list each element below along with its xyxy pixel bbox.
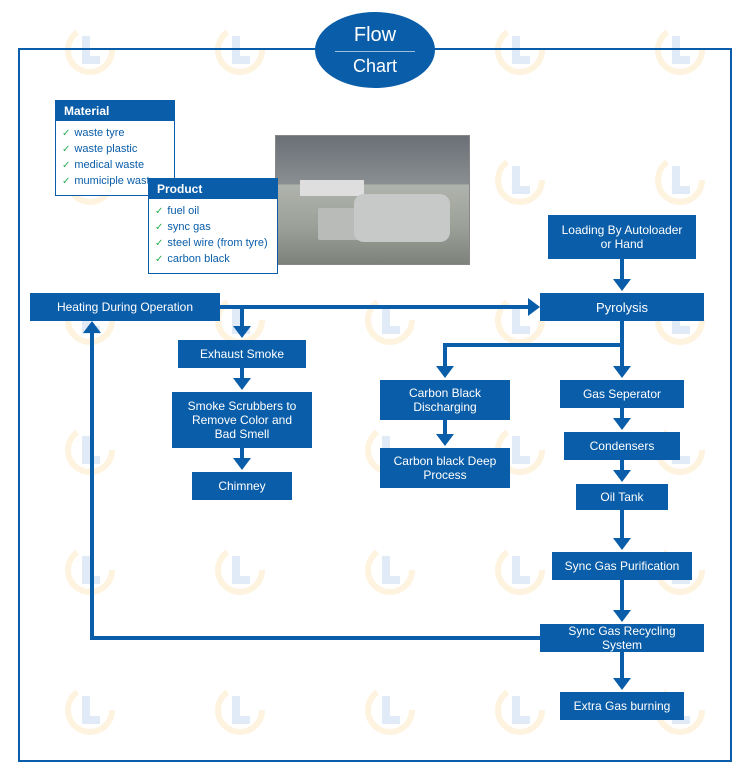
- arrow-down-icon: [233, 458, 251, 470]
- arrow-down-icon: [613, 470, 631, 482]
- connector: [443, 343, 624, 347]
- arrow-down-icon: [613, 678, 631, 690]
- arrow-up-icon: [83, 321, 101, 333]
- connector: [443, 343, 447, 367]
- arrow-down-icon: [436, 434, 454, 446]
- node-chimney: Chimney: [192, 472, 292, 500]
- connector: [620, 510, 624, 540]
- node-oil-tank: Oil Tank: [576, 484, 668, 510]
- title-line2: Chart: [353, 56, 397, 77]
- node-carbon-discharging: Carbon Black Discharging: [380, 380, 510, 420]
- list-item: waste tyre: [62, 125, 168, 141]
- node-exhaust: Exhaust Smoke: [178, 340, 306, 368]
- list-item: medical waste: [62, 157, 168, 173]
- connector: [90, 636, 540, 640]
- title-line1: Flow: [354, 24, 396, 47]
- material-header: Material: [56, 101, 174, 121]
- list-item: fuel oil: [155, 203, 271, 219]
- title-badge: Flow Chart: [315, 12, 435, 88]
- arrow-right-icon: [528, 298, 540, 316]
- product-list: Product fuel oil sync gas steel wire (fr…: [148, 178, 278, 274]
- connector: [240, 307, 244, 327]
- list-item: sync gas: [155, 219, 271, 235]
- plant-photo: [275, 135, 470, 265]
- arrow-down-icon: [233, 378, 251, 390]
- title-divider: [335, 51, 415, 52]
- arrow-down-icon: [436, 366, 454, 378]
- node-gas-separator: Gas Seperator: [560, 380, 684, 408]
- connector: [90, 333, 94, 640]
- list-item: carbon black: [155, 251, 271, 267]
- connector: [620, 580, 624, 612]
- node-sync-recycling: Sync Gas Recycling System: [540, 624, 704, 652]
- list-item: steel wire (from tyre): [155, 235, 271, 251]
- arrow-down-icon: [233, 326, 251, 338]
- arrow-down-icon: [613, 418, 631, 430]
- arrow-down-icon: [613, 538, 631, 550]
- node-heating: Heating During Operation: [30, 293, 220, 321]
- connector: [620, 259, 624, 281]
- product-header: Product: [149, 179, 277, 199]
- node-carbon-deep: Carbon black Deep Process: [380, 448, 510, 488]
- connector: [620, 652, 624, 680]
- list-item: waste plastic: [62, 141, 168, 157]
- node-sync-purification: Sync Gas Purification: [552, 552, 692, 580]
- arrow-down-icon: [613, 279, 631, 291]
- connector: [620, 321, 624, 345]
- connector: [220, 305, 530, 309]
- node-extra-gas: Extra Gas burning: [560, 692, 684, 720]
- node-pyrolysis: Pyrolysis: [540, 293, 704, 321]
- node-loading: Loading By Autoloader or Hand: [548, 215, 696, 259]
- node-condensers: Condensers: [564, 432, 680, 460]
- connector: [620, 343, 624, 367]
- arrow-down-icon: [613, 366, 631, 378]
- node-scrubbers: Smoke Scrubbers to Remove Color and Bad …: [172, 392, 312, 448]
- arrow-down-icon: [613, 610, 631, 622]
